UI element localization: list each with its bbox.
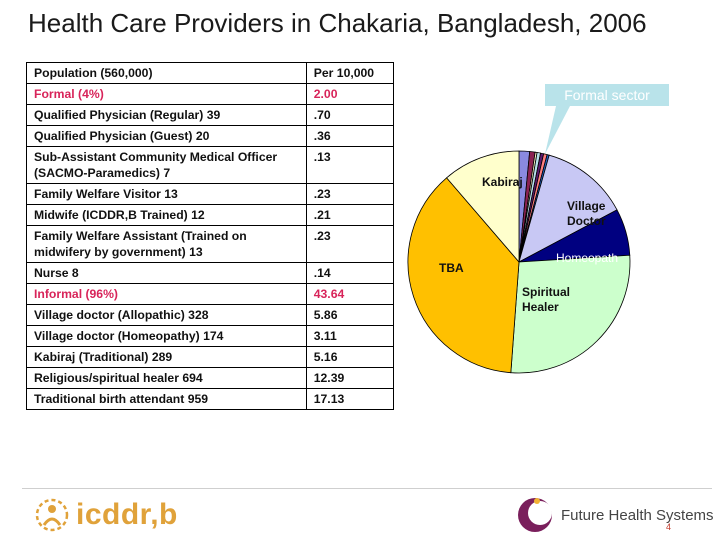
icddr-emblem-icon (35, 498, 69, 532)
table-row: Kabiraj (Traditional) 289 5.16 (26, 346, 395, 368)
icddr-logo-text: icddr,b (76, 498, 178, 531)
providers-table: Population (560,000) Per 10,000 Formal (4%… (26, 62, 395, 410)
table-row: Qualified Physician (Regular) 39.70 (26, 104, 395, 126)
slice-label-kabiraj: Kabiraj (482, 175, 523, 189)
table-row: Sub-Assistant Community Medical Officer … (26, 146, 395, 184)
page-title: Health Care Providers in Chakaria, Bangl… (28, 8, 647, 38)
provider-cell: Qualified Physician (Regular) 39 (26, 104, 307, 126)
slice-label-spiritual-healer: Spiritual Healer (522, 285, 571, 314)
rate-cell: .23 (305, 225, 395, 263)
provider-cell: Village doctor (Allopathic) 328 (26, 304, 307, 326)
provider-cell: Informal (96%) (26, 283, 307, 305)
rate-cell: 5.86 (305, 304, 395, 326)
rate-cell: Per 10,000 (305, 62, 395, 84)
pie-chart (407, 106, 631, 374)
provider-cell: Village doctor (Homeopathy) 174 (26, 325, 307, 347)
formal-sector-callout: Formal sector (545, 84, 669, 106)
provider-cell: Midwife (ICDDR,B Trained) 12 (26, 204, 307, 226)
slice-label-tba: TBA (439, 261, 464, 275)
provider-cell: Religious/spiritual healer 694 (26, 367, 307, 389)
pie-slice (446, 150, 520, 264)
page-number: 4 (666, 522, 672, 532)
pie-slice (407, 177, 520, 374)
rate-cell: 17.13 (305, 388, 395, 410)
rate-cell: 5.16 (305, 346, 395, 368)
provider-cell: Family Welfare Visitor 13 (26, 183, 307, 205)
slice-label-village-doctor: Village Doctor (567, 199, 606, 228)
rate-cell: .14 (305, 262, 395, 284)
rate-cell: .36 (305, 125, 395, 147)
provider-cell: Sub-Assistant Community Medical Officer … (26, 146, 307, 184)
table-row: Qualified Physician (Guest) 20.36 (26, 125, 395, 147)
rate-cell: 12.39 (305, 367, 395, 389)
provider-cell: Formal (4%) (26, 83, 307, 105)
fhs-emblem-icon (518, 498, 552, 532)
provider-cell: Nurse 8 (26, 262, 307, 284)
provider-cell: Population (560,000) (26, 62, 307, 84)
table-row: Village doctor (Allopathic) 328 5.86 (26, 304, 395, 326)
table-row: Religious/spiritual healer 694 12.39 (26, 367, 395, 389)
rate-cell: 2.00 (305, 83, 395, 105)
pie-slice (510, 254, 631, 374)
footer-divider (22, 488, 712, 489)
table-row: Formal (4%) 2.00 (26, 83, 395, 105)
rate-cell: .13 (305, 146, 395, 184)
rate-cell: 3.11 (305, 325, 395, 347)
icddr-logo: icddr,b (32, 495, 178, 535)
pie-slice (518, 154, 618, 263)
fhs-logo: Future Health Systems (515, 495, 714, 535)
provider-cell: Kabiraj (Traditional) 289 (26, 346, 307, 368)
table-row: Family Welfare Assistant (Trained on mid… (26, 225, 395, 263)
slice-label-homeopath: Homeopath (556, 251, 619, 265)
rate-cell: 43.64 (305, 283, 395, 305)
rate-cell: .70 (305, 104, 395, 126)
table-row: Family Welfare Visitor 13.23 (26, 183, 395, 205)
rate-cell: .21 (305, 204, 395, 226)
fhs-logo-text: Future Health Systems (561, 506, 714, 524)
rate-cell: .23 (305, 183, 395, 205)
table-header-row: Population (560,000) Per 10,000 (26, 62, 395, 84)
provider-cell: Family Welfare Assistant (Trained on mid… (26, 225, 307, 263)
table-row: Informal (96%) 43.64 (26, 283, 395, 305)
provider-cell: Qualified Physician (Guest) 20 (26, 125, 307, 147)
callout-pointer (545, 106, 570, 154)
table-row: Traditional birth attendant 959 17.13 (26, 388, 395, 410)
table-row: Nurse 8.14 (26, 262, 395, 284)
table-row: Village doctor (Homeopathy) 174 3.11 (26, 325, 395, 347)
table-row: Midwife (ICDDR,B Trained) 12.21 (26, 204, 395, 226)
provider-cell: Traditional birth attendant 959 (26, 388, 307, 410)
